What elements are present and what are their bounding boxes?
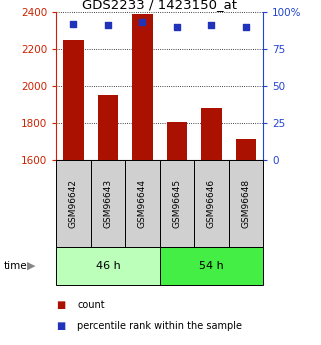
Text: 46 h: 46 h [96, 261, 120, 270]
Text: GSM96644: GSM96644 [138, 179, 147, 228]
Point [140, 20, 145, 25]
Text: GSM96642: GSM96642 [69, 179, 78, 228]
Bar [236, 139, 256, 160]
Bar [160, 247, 263, 285]
Bar [160, 160, 194, 247]
Bar [63, 40, 84, 160]
Point [105, 23, 110, 28]
Point [243, 24, 248, 30]
Point [209, 23, 214, 28]
Point [174, 24, 179, 30]
Point [71, 21, 76, 27]
Text: ▶: ▶ [27, 261, 36, 270]
Text: percentile rank within the sample: percentile rank within the sample [77, 321, 242, 331]
Bar [91, 160, 125, 247]
Bar [229, 160, 263, 247]
Text: GSM96643: GSM96643 [103, 179, 112, 228]
Bar [98, 95, 118, 160]
Bar [194, 160, 229, 247]
Bar [201, 108, 222, 160]
Text: GSM96646: GSM96646 [207, 179, 216, 228]
Bar [167, 122, 187, 160]
Text: time: time [3, 261, 27, 270]
Bar [132, 14, 153, 160]
Title: GDS2233 / 1423150_at: GDS2233 / 1423150_at [82, 0, 237, 11]
Text: ■: ■ [56, 321, 65, 331]
Text: 54 h: 54 h [199, 261, 224, 270]
Bar [56, 160, 91, 247]
Bar [125, 160, 160, 247]
Text: GSM96648: GSM96648 [241, 179, 250, 228]
Text: ■: ■ [56, 300, 65, 310]
Bar [56, 247, 160, 285]
Text: count: count [77, 300, 105, 310]
Text: GSM96645: GSM96645 [172, 179, 181, 228]
